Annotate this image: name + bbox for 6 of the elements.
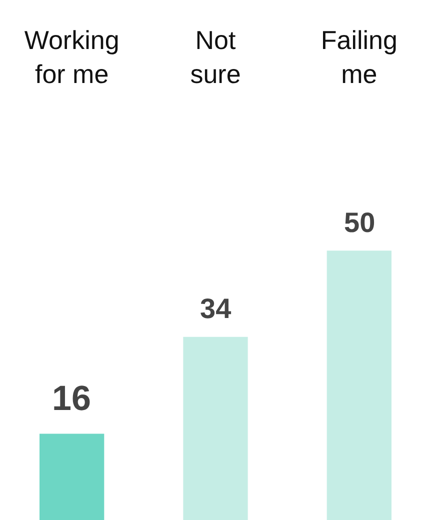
x-tick-label: Not sure [190, 25, 241, 89]
data-label: 34 [200, 293, 232, 324]
data-label: 50 [344, 207, 376, 238]
x-tick-label: Working for me [24, 25, 120, 89]
data-label: 16 [52, 379, 91, 418]
x-tick-label: Failing me [320, 25, 398, 89]
